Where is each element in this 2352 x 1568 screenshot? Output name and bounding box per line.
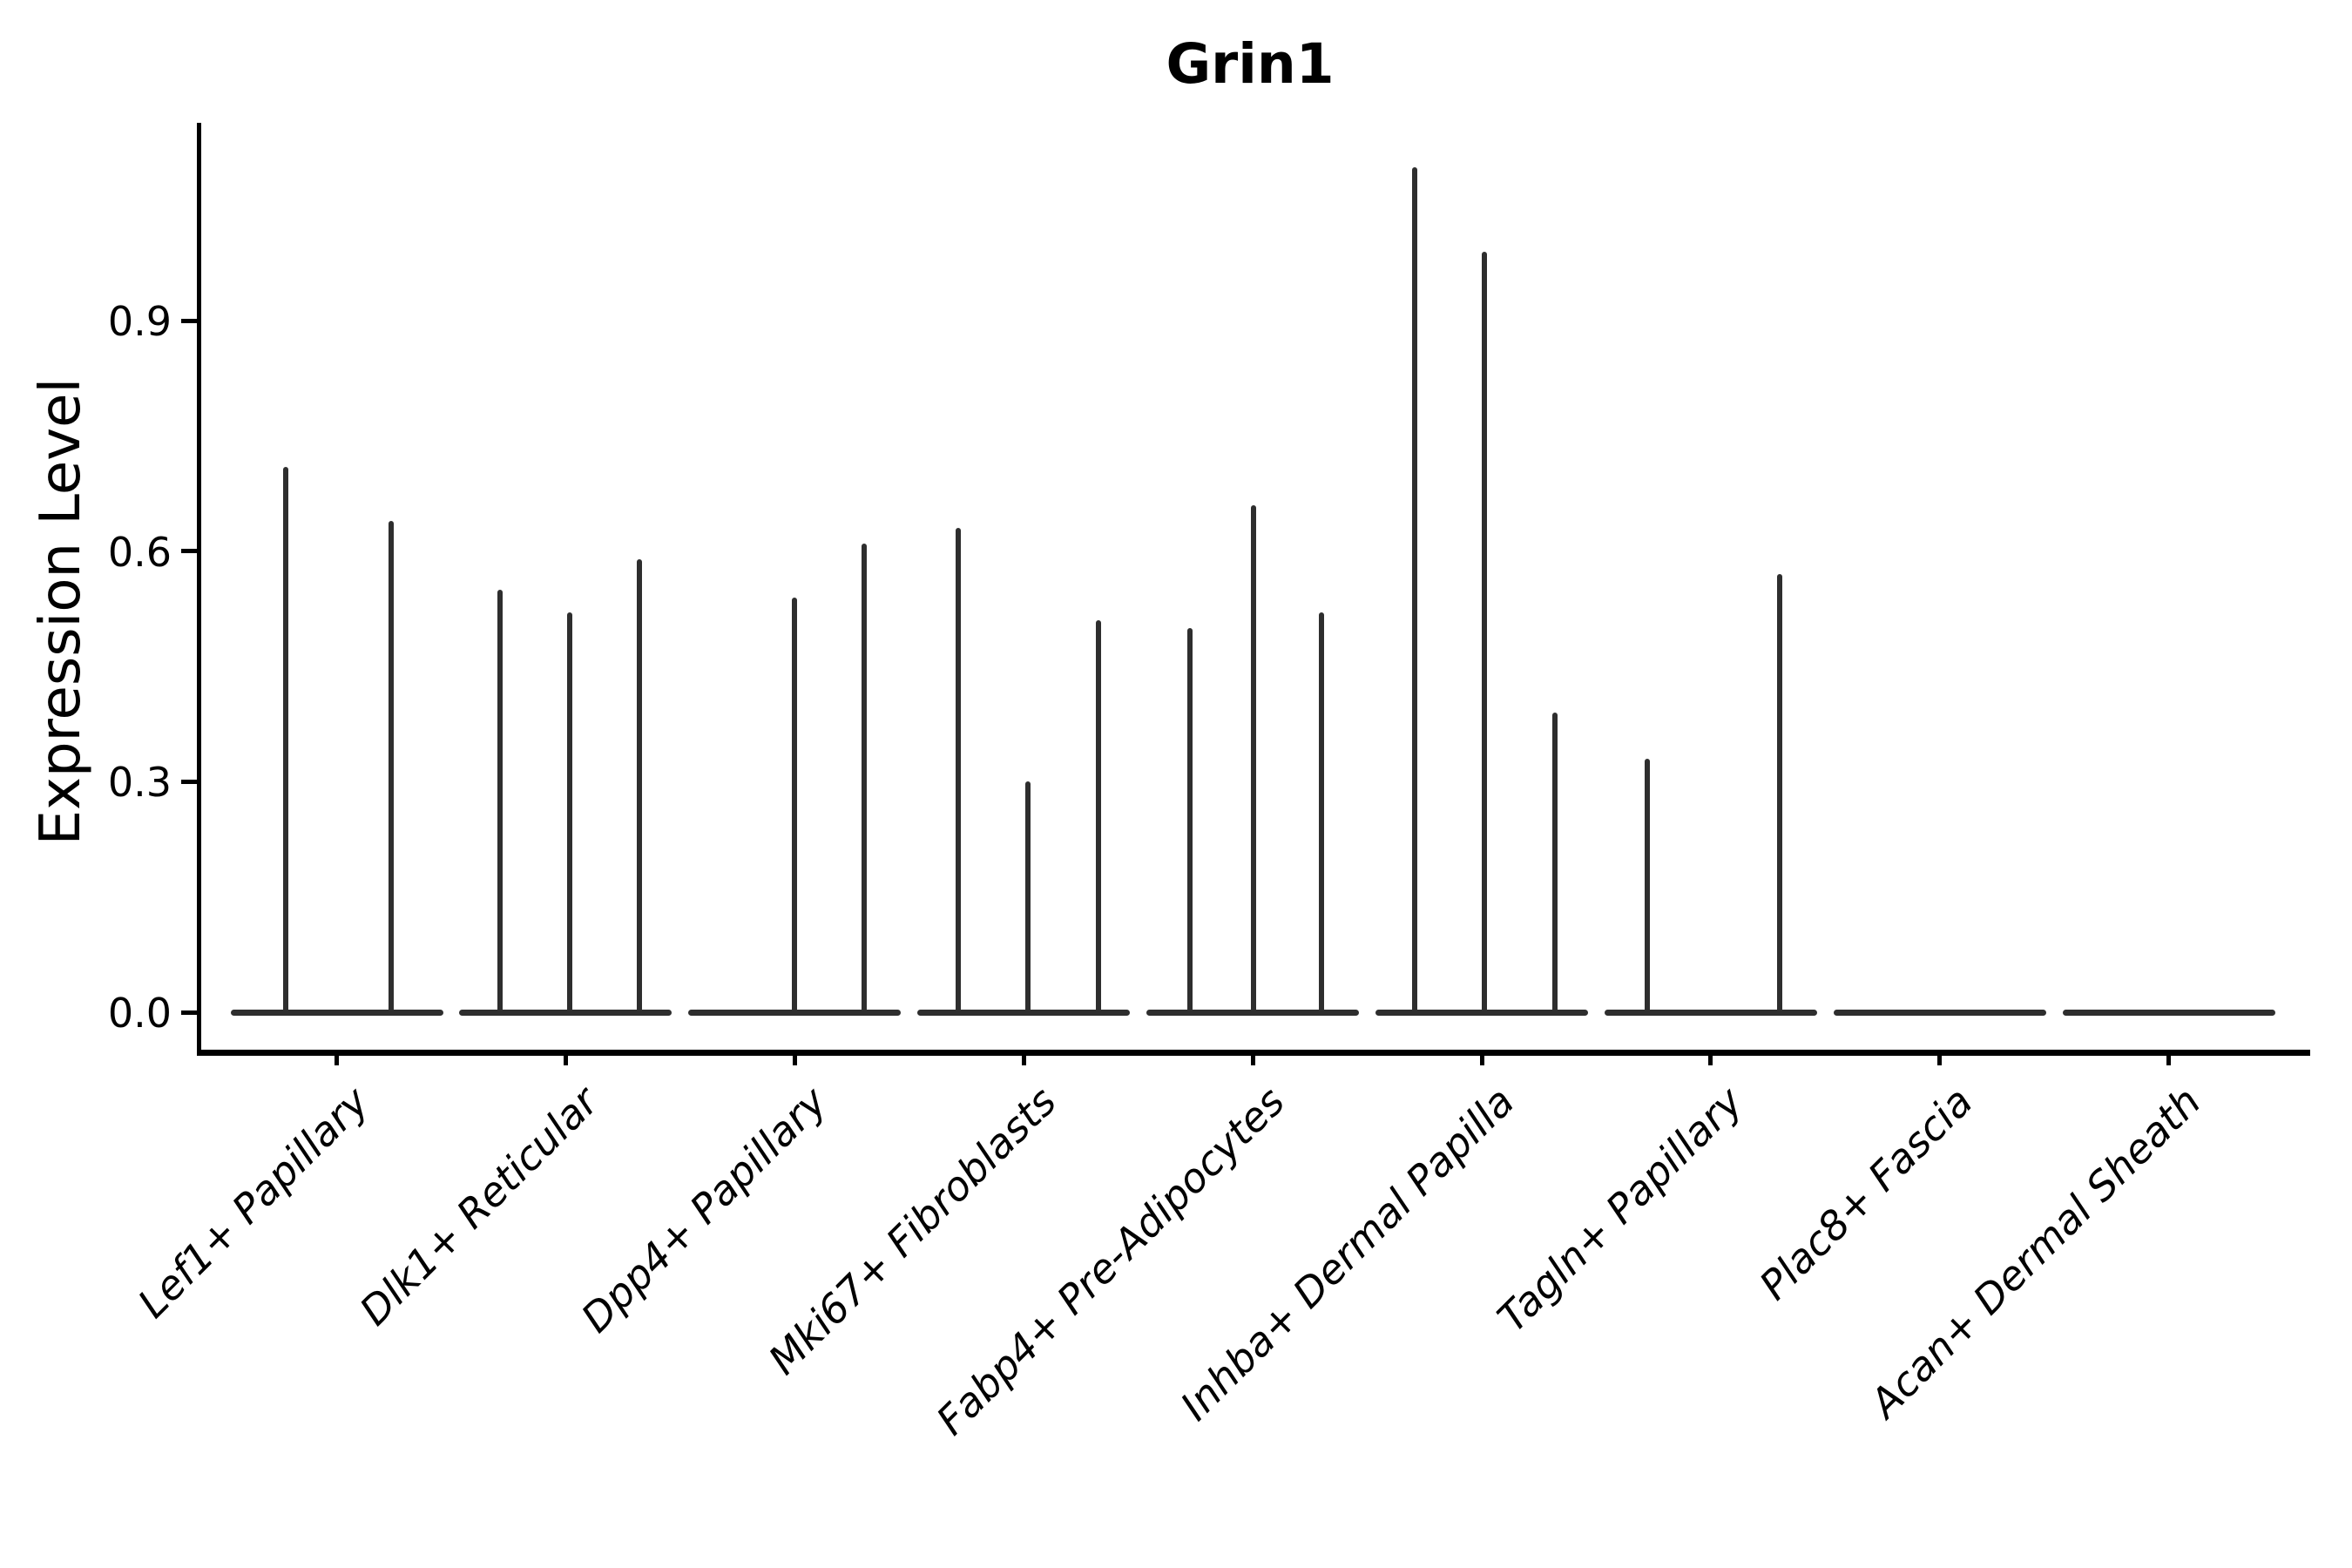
x-tick-mark [1708, 1054, 1713, 1065]
x-tick-mark [792, 1054, 797, 1065]
violin-density-spike [567, 612, 573, 1015]
y-tick-mark [181, 779, 199, 784]
x-tick-mark [335, 1054, 339, 1065]
y-axis-spine [197, 123, 201, 1056]
x-tick-mark [1021, 1054, 1026, 1065]
x-tick-mark [563, 1054, 568, 1065]
x-tick-label: Lef1+ Papillary [128, 1078, 378, 1328]
y-tick-mark [181, 549, 199, 554]
x-tick-label: Plac8+ Fascia [1749, 1078, 1982, 1309]
y-tick-label: 0.3 [107, 759, 172, 807]
violin-density-spike [1187, 628, 1193, 1015]
x-tick-label: Tagln+ Papillary [1488, 1078, 1753, 1342]
y-tick-label: 0.0 [107, 990, 172, 1037]
x-tick-mark [1250, 1054, 1255, 1065]
violin-density-spike [1025, 781, 1031, 1015]
y-tick-mark [181, 318, 199, 323]
violin-baseline [1833, 1009, 2046, 1016]
x-tick-mark [1937, 1054, 1943, 1065]
violin-density-spike [1412, 166, 1417, 1015]
y-tick-mark [181, 1010, 199, 1015]
y-tick-label: 0.9 [107, 298, 172, 346]
x-tick-mark [1479, 1054, 1484, 1065]
violin-density-spike [637, 558, 643, 1015]
violin-density-spike [1319, 612, 1325, 1015]
violin-baseline [2062, 1009, 2275, 1016]
violin-density-spike [388, 520, 394, 1015]
violin-density-spike [1096, 620, 1102, 1015]
violin-density-spike [956, 528, 962, 1015]
violin-density-spike [497, 589, 504, 1015]
x-tick-mark [2166, 1054, 2172, 1065]
violin-baseline [230, 1009, 443, 1016]
violin-baseline [459, 1009, 672, 1016]
violin-density-spike [1776, 574, 1782, 1015]
violin-density-spike [1552, 713, 1558, 1015]
plot-title: Grin1 [1166, 32, 1335, 96]
violin-baseline [917, 1009, 1131, 1016]
violin-density-spike [1482, 251, 1487, 1015]
x-tick-label: Dpp4+ Papillary [571, 1078, 836, 1342]
x-tick-label: Dlk1+ Reticular [350, 1078, 607, 1335]
x-axis-spine [197, 1050, 2310, 1056]
violin-baseline [1604, 1009, 1817, 1016]
y-tick-label: 0.6 [107, 528, 172, 576]
violin-density-spike [792, 597, 798, 1015]
violin-density-spike [282, 466, 288, 1015]
violin-density-spike [1644, 758, 1650, 1015]
violin-density-spike [862, 543, 868, 1015]
violin-density-spike [1251, 504, 1257, 1015]
